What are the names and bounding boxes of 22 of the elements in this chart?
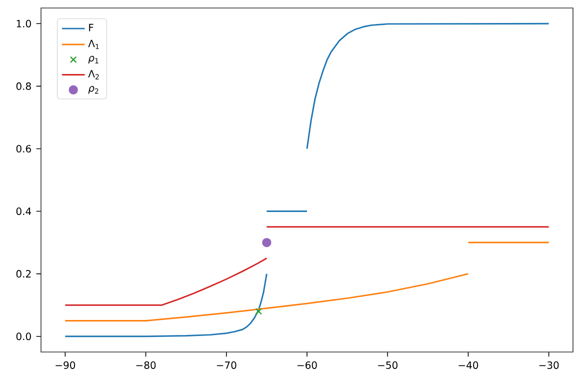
line-series — [64, 273, 268, 338]
legend-label: Λ$_{1}$ — [88, 40, 99, 50]
y-tick-label: 0.0 — [16, 332, 31, 340]
y-tick-label: 0.4 — [16, 207, 32, 216]
x-tick-label: −90 — [56, 361, 76, 369]
line-series — [306, 22, 550, 150]
x-tick-label: −70 — [216, 361, 236, 369]
y-tick-label: 1.0 — [16, 20, 31, 28]
y-tick-label: 0.2 — [16, 270, 31, 278]
y-tick-label: 0.6 — [16, 144, 31, 153]
x-tick-label: −50 — [378, 361, 398, 369]
x-tick-label: −80 — [136, 361, 156, 369]
x-tick-label: −60 — [298, 361, 317, 369]
legend-label: F — [89, 24, 94, 32]
line-series — [64, 257, 268, 306]
legend-label: ρ$_{1}$ — [88, 56, 98, 64]
legend-label: Λ$_{2}$ — [88, 70, 99, 80]
x-tick-label: −30 — [539, 361, 559, 369]
y-tick-label: 0.8 — [16, 82, 31, 90]
x-tick-label: −40 — [458, 361, 478, 369]
legend-label: ρ$_{2}$ — [88, 86, 98, 94]
line-series — [64, 273, 469, 322]
